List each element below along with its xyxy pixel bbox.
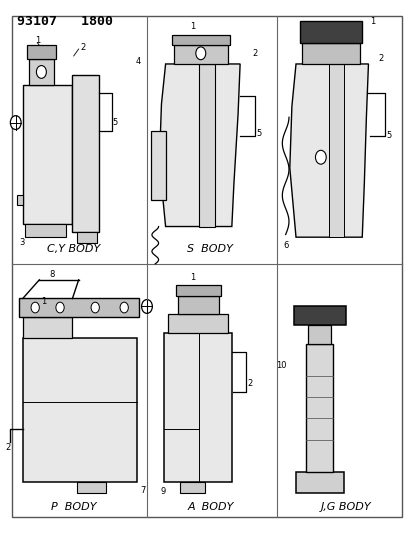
- Text: 1: 1: [35, 36, 40, 45]
- Text: 93107   1800: 93107 1800: [17, 15, 112, 28]
- Text: 1: 1: [41, 297, 46, 305]
- Polygon shape: [151, 131, 165, 200]
- Polygon shape: [25, 224, 66, 237]
- Circle shape: [315, 150, 325, 164]
- Text: 7: 7: [140, 486, 145, 495]
- Polygon shape: [167, 314, 227, 333]
- Text: 3: 3: [19, 238, 24, 247]
- Polygon shape: [76, 232, 97, 243]
- Circle shape: [56, 302, 64, 313]
- Text: J,G BODY: J,G BODY: [320, 502, 370, 512]
- Polygon shape: [295, 472, 343, 493]
- Polygon shape: [17, 195, 23, 205]
- Text: 4: 4: [136, 57, 141, 66]
- Text: 8: 8: [49, 270, 54, 279]
- Polygon shape: [301, 43, 359, 64]
- Circle shape: [91, 302, 99, 313]
- Polygon shape: [289, 64, 368, 237]
- Text: 2: 2: [80, 44, 85, 52]
- Polygon shape: [72, 75, 99, 232]
- Polygon shape: [23, 317, 72, 338]
- Text: 2: 2: [377, 54, 382, 63]
- Text: 1: 1: [369, 17, 374, 26]
- Text: 5: 5: [112, 118, 117, 127]
- Text: C,Y BODY: C,Y BODY: [47, 244, 100, 254]
- Polygon shape: [328, 64, 343, 237]
- Polygon shape: [27, 45, 56, 59]
- Polygon shape: [159, 64, 240, 227]
- Polygon shape: [306, 344, 332, 472]
- Polygon shape: [176, 285, 221, 296]
- Text: 1: 1: [190, 273, 195, 281]
- Circle shape: [31, 302, 39, 313]
- Polygon shape: [293, 306, 345, 325]
- Polygon shape: [29, 59, 54, 85]
- Text: 2: 2: [6, 443, 11, 452]
- Polygon shape: [171, 35, 229, 45]
- Polygon shape: [198, 64, 215, 227]
- Circle shape: [36, 66, 46, 78]
- Polygon shape: [163, 333, 231, 482]
- Text: 5: 5: [256, 129, 261, 138]
- Polygon shape: [19, 298, 138, 317]
- Text: S  BODY: S BODY: [187, 244, 233, 254]
- Text: P  BODY: P BODY: [51, 502, 96, 512]
- Text: 6: 6: [282, 241, 287, 249]
- Polygon shape: [308, 325, 330, 344]
- Polygon shape: [178, 296, 219, 314]
- Polygon shape: [23, 338, 136, 482]
- Polygon shape: [76, 482, 105, 493]
- Polygon shape: [23, 85, 72, 224]
- Text: 5: 5: [386, 132, 391, 140]
- Circle shape: [195, 47, 205, 60]
- Circle shape: [10, 116, 21, 130]
- Polygon shape: [173, 45, 227, 64]
- Text: 9: 9: [161, 488, 166, 496]
- Circle shape: [141, 300, 152, 313]
- Circle shape: [120, 302, 128, 313]
- Text: 10: 10: [275, 361, 286, 369]
- Text: 2: 2: [252, 49, 256, 58]
- Text: 1: 1: [190, 22, 195, 31]
- Polygon shape: [299, 21, 361, 43]
- Polygon shape: [180, 482, 204, 493]
- Text: A  BODY: A BODY: [187, 502, 233, 512]
- Text: 2: 2: [247, 379, 252, 388]
